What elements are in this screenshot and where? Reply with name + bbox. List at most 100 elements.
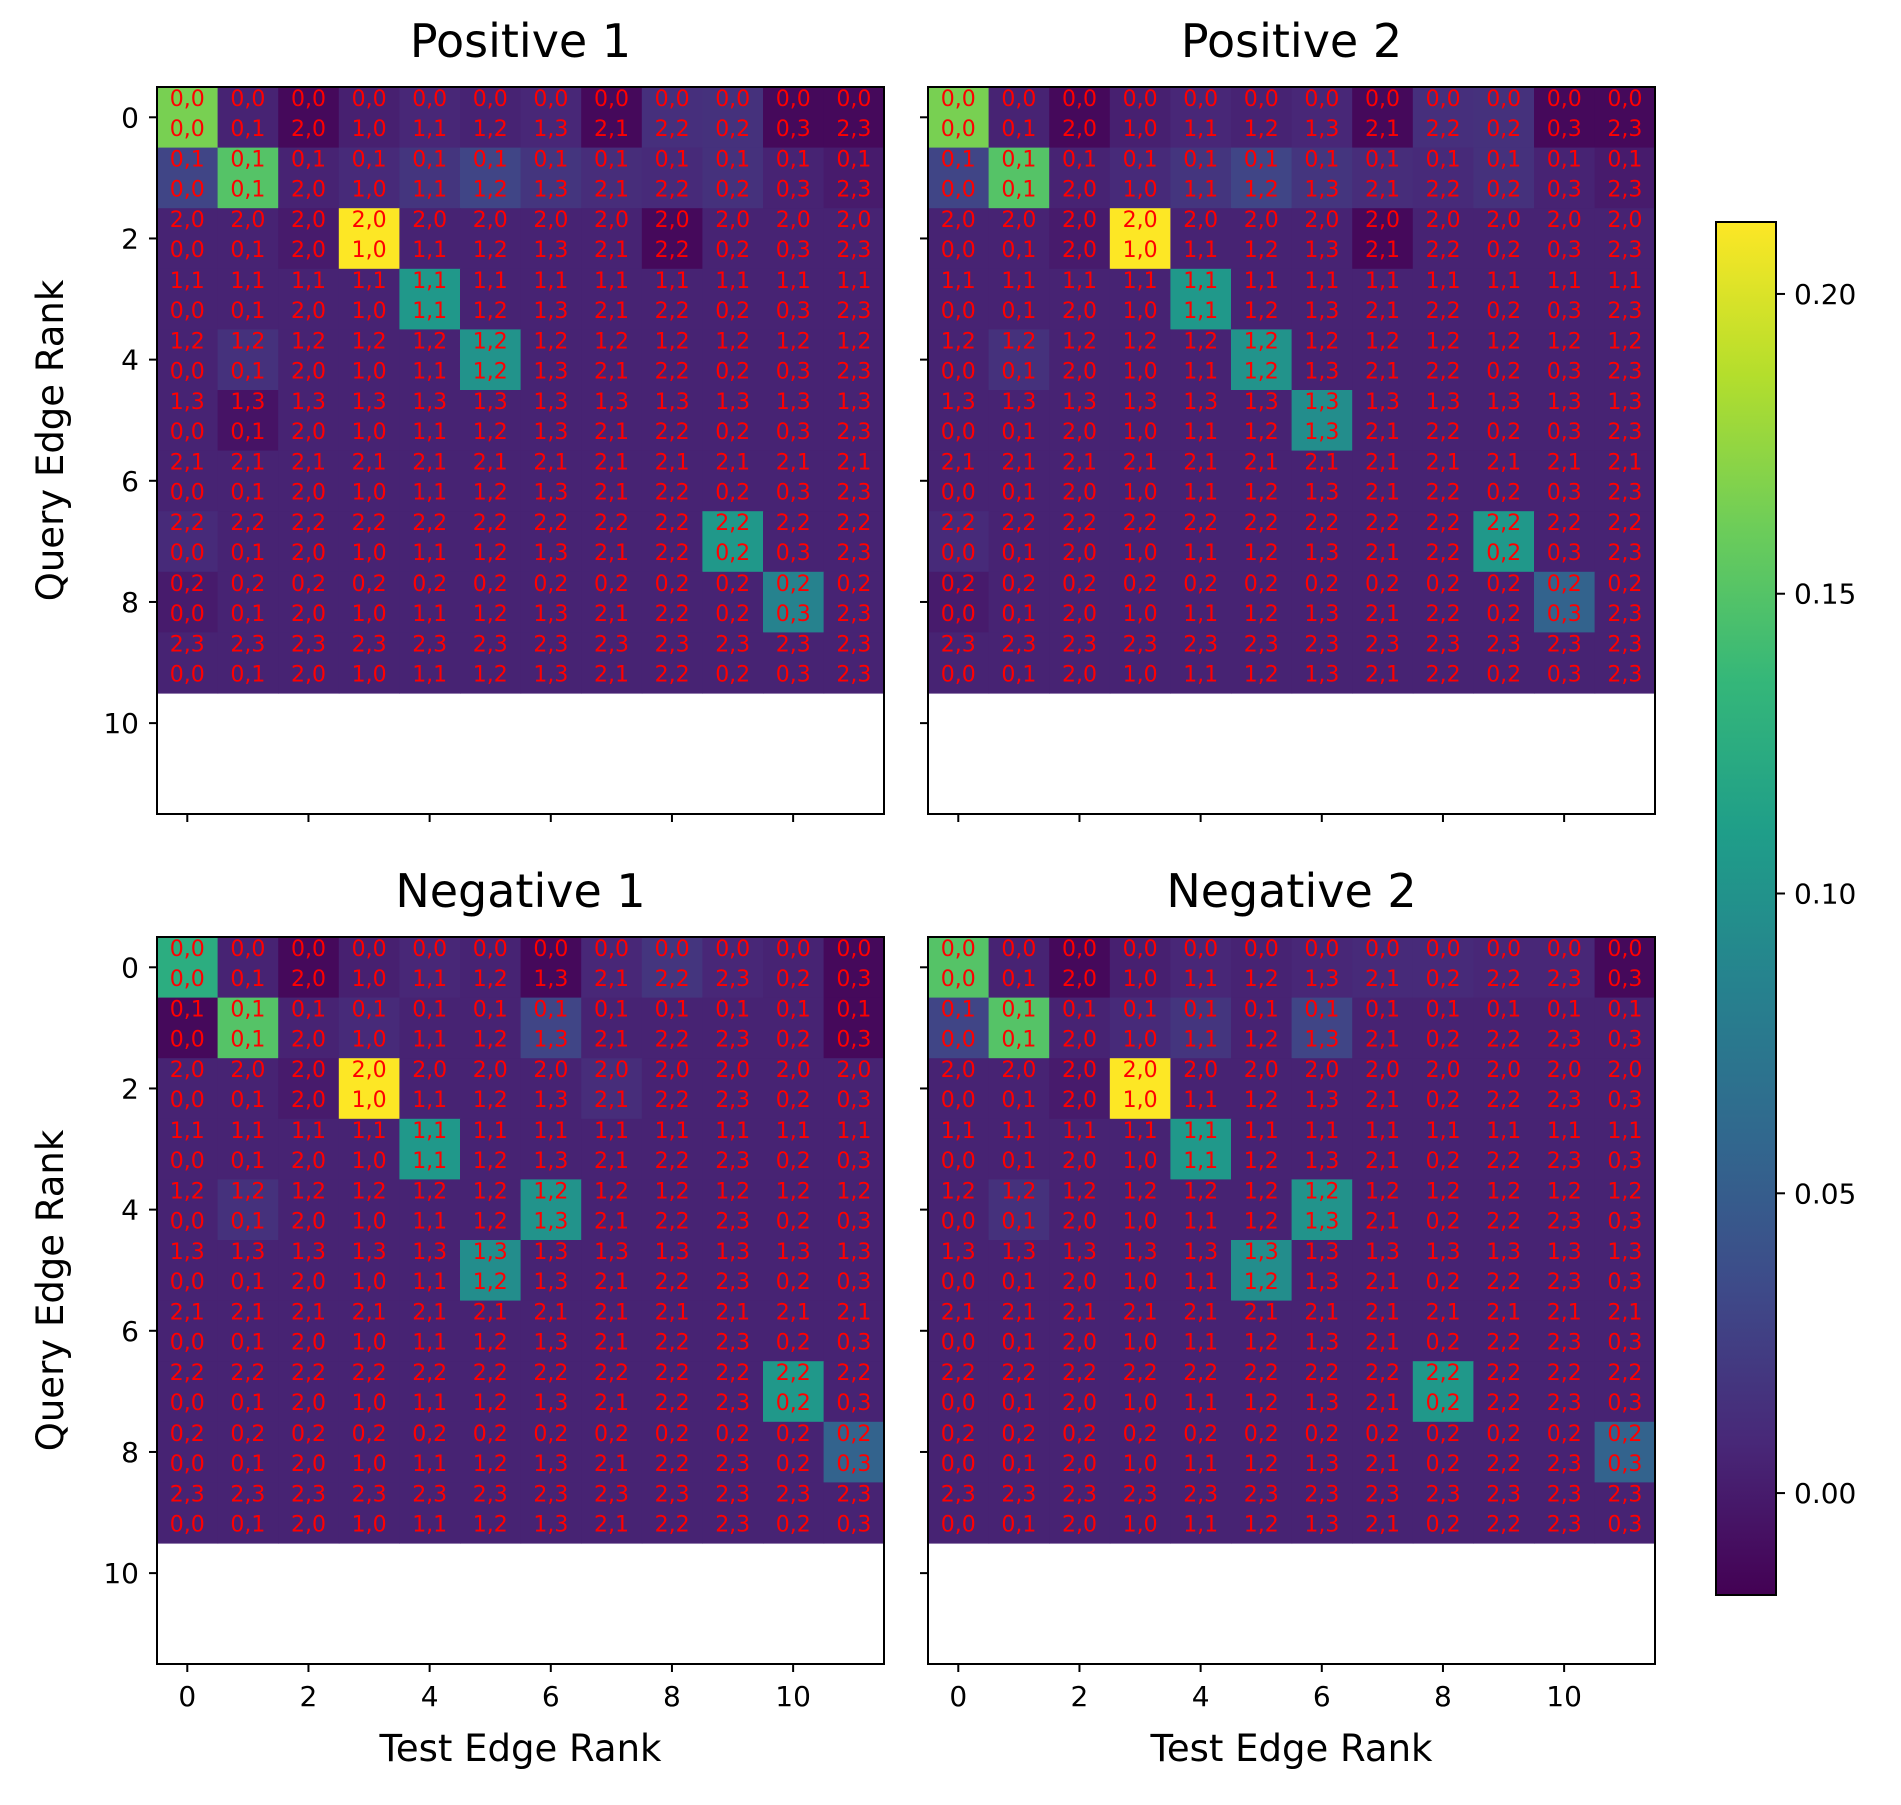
cell-label-test: 0,3: [1607, 1512, 1642, 1537]
cell-label-test: 1,0: [1123, 967, 1158, 992]
heatmap-cell: [1534, 1361, 1596, 1423]
cell-label-query: 2,0: [1486, 1058, 1521, 1083]
heatmap-cell: [217, 511, 279, 573]
cell-label-query: 0,1: [1062, 998, 1097, 1023]
cell-label-test: 0,3: [776, 541, 811, 566]
cell-label-test: 1,0: [1123, 602, 1158, 627]
heatmap-cell: [460, 571, 522, 633]
heatmap-cell: [217, 87, 279, 149]
heatmap-cell: [460, 1482, 522, 1544]
y-tick-label: 4: [121, 1194, 139, 1227]
cell-label-test: 1,2: [473, 1088, 508, 1113]
heatmap-cell: [1412, 390, 1474, 452]
cell-label-query: 1,1: [1183, 1119, 1218, 1144]
cell-label-query: 0,1: [655, 148, 690, 173]
cell-label-query: 0,2: [594, 1422, 629, 1447]
cell-label-test: 1,2: [473, 967, 508, 992]
cell-label-test: 1,1: [1183, 967, 1218, 992]
cell-label-query: 2,0: [655, 208, 690, 233]
cell-label-query: 2,2: [1486, 1361, 1521, 1386]
heatmap-cell: [581, 571, 643, 633]
cell-label-test: 2,2: [655, 481, 690, 506]
cell-label-query: 2,2: [715, 1361, 750, 1386]
cell-label-query: 1,1: [715, 269, 750, 294]
heatmap-cell: [1170, 87, 1232, 149]
cell-label-query: 0,0: [291, 937, 326, 962]
cell-label-query: 2,3: [1426, 1482, 1461, 1507]
heatmap-cell: [520, 147, 582, 209]
heatmap-cell: [1594, 571, 1656, 633]
cell-label-test: 2,1: [594, 602, 629, 627]
cell-label-query: 2,1: [291, 1301, 326, 1326]
y-tick-label: 2: [121, 222, 139, 255]
cell-label-test: 1,1: [412, 178, 447, 203]
heatmap-cell: [1170, 1482, 1232, 1544]
cell-label-query: 0,1: [533, 148, 568, 173]
cell-label-query: 2,1: [836, 1301, 871, 1326]
heatmap-cell: [520, 1118, 582, 1180]
heatmap-cell: [1049, 268, 1111, 330]
heatmap-cell: [1109, 208, 1171, 270]
heatmap-cell: [1594, 329, 1656, 391]
cell-label-query: 0,2: [1244, 1422, 1279, 1447]
cell-label-test: 0,1: [230, 967, 265, 992]
cell-label-query: 0,0: [473, 937, 508, 962]
cell-label-query: 2,3: [715, 632, 750, 657]
cell-label-query: 1,2: [655, 1179, 690, 1204]
cell-label-test: 1,2: [1244, 238, 1279, 263]
cell-label-query: 2,1: [941, 451, 976, 476]
heatmap-cell: [763, 450, 825, 512]
cell-label-query: 1,3: [1426, 390, 1461, 415]
cell-label-query: 0,0: [170, 87, 205, 112]
cell-label-query: 2,2: [1486, 511, 1521, 536]
heatmap-cell: [520, 87, 582, 149]
cell-label-query: 2,0: [1365, 1058, 1400, 1083]
cell-label-query: 2,0: [655, 1058, 690, 1083]
heatmap-cell: [988, 147, 1050, 209]
heatmap-cell: [1473, 147, 1535, 209]
heatmap-cell: [581, 1361, 643, 1423]
panel-3: Negative 2 0,0 0,0 0,0 0,1 0,0 2,0 0,0 1,0 0,0 1,1…: [920, 864, 1656, 1770]
heatmap-cell: [1534, 208, 1596, 270]
cell-label-query: 1,1: [655, 269, 690, 294]
cell-label-query: 1,3: [776, 390, 811, 415]
cell-label-test: 0,3: [776, 662, 811, 687]
heatmap-cell: [338, 937, 400, 999]
cell-label-test: 1,1: [412, 1028, 447, 1053]
cell-label-test: 0,3: [1607, 1270, 1642, 1295]
heatmap-cell: [988, 87, 1050, 149]
cell-label-query: 0,0: [533, 87, 568, 112]
cell-label-test: 1,2: [473, 1452, 508, 1477]
heatmap-cell: [1049, 1058, 1111, 1120]
cell-label-query: 1,3: [352, 390, 387, 415]
cell-label-query: 2,0: [473, 208, 508, 233]
cell-label-query: 0,0: [352, 87, 387, 112]
cell-label-query: 2,3: [655, 1482, 690, 1507]
heatmap-cell: [520, 390, 582, 452]
cell-label-query: 0,2: [1123, 1422, 1158, 1447]
panel-title: Negative 2: [1166, 864, 1416, 918]
cell-label-query: 2,2: [1244, 1361, 1279, 1386]
cell-label-test: 1,2: [473, 299, 508, 324]
cell-label-query: 2,3: [1486, 1482, 1521, 1507]
heatmap-cell: [460, 208, 522, 270]
heatmap-cell: [1109, 571, 1171, 633]
heatmap-cell: [988, 511, 1050, 573]
cell-label-test: 1,2: [1244, 299, 1279, 324]
cell-label-test: 2,2: [1486, 1028, 1521, 1053]
cell-label-query: 0,0: [230, 87, 265, 112]
cell-label-test: 1,3: [1304, 1331, 1339, 1356]
cell-label-test: 2,2: [1426, 359, 1461, 384]
cell-label-test: 0,1: [1001, 1028, 1036, 1053]
cell-label-query: 1,2: [1486, 329, 1521, 354]
heatmap-cell: [702, 329, 764, 391]
heatmap-cell: [763, 329, 825, 391]
cell-label-query: 0,0: [473, 87, 508, 112]
cell-label-test: 0,2: [1486, 662, 1521, 687]
cell-label-test: 0,2: [1426, 1512, 1461, 1537]
heatmap-cell: [1412, 1058, 1474, 1120]
cell-label-test: 0,0: [170, 541, 205, 566]
cell-label-query: 0,1: [1426, 998, 1461, 1023]
cell-label-test: 2,0: [1062, 1088, 1097, 1113]
cell-label-query: 0,2: [291, 572, 326, 597]
